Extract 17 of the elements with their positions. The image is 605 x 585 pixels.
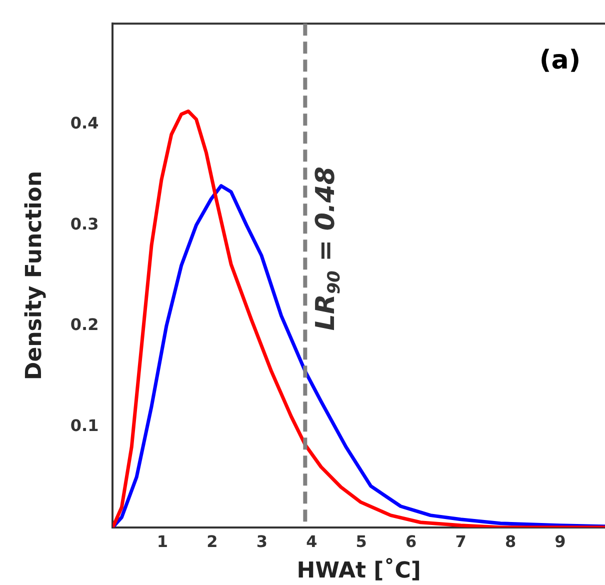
x-tick-label: 9 xyxy=(554,532,566,552)
y-axis-title: Density Function xyxy=(22,170,47,380)
y-tick-label: 0.3 xyxy=(70,214,99,234)
x-tick-label: 8 xyxy=(504,532,516,552)
y-tick-label: 0.1 xyxy=(70,416,99,435)
x-tick-label: 3 xyxy=(256,532,268,552)
x-tick-label: 2 xyxy=(206,532,218,552)
x-tick-label: 4 xyxy=(306,532,318,552)
x-tick-label: 7 xyxy=(455,532,466,552)
x-tick-label: 5 xyxy=(356,532,367,552)
annotation: LR90 = 0.48 xyxy=(310,166,344,331)
x-tick-label: 1 xyxy=(156,532,168,552)
y-tick-label: 0.4 xyxy=(70,114,99,133)
y-tick-label: 0.2 xyxy=(70,315,99,334)
annotation: (a) xyxy=(539,45,581,76)
x-axis-title: HWAt [˚C] xyxy=(296,558,421,584)
x-tick-label: 6 xyxy=(406,532,417,552)
